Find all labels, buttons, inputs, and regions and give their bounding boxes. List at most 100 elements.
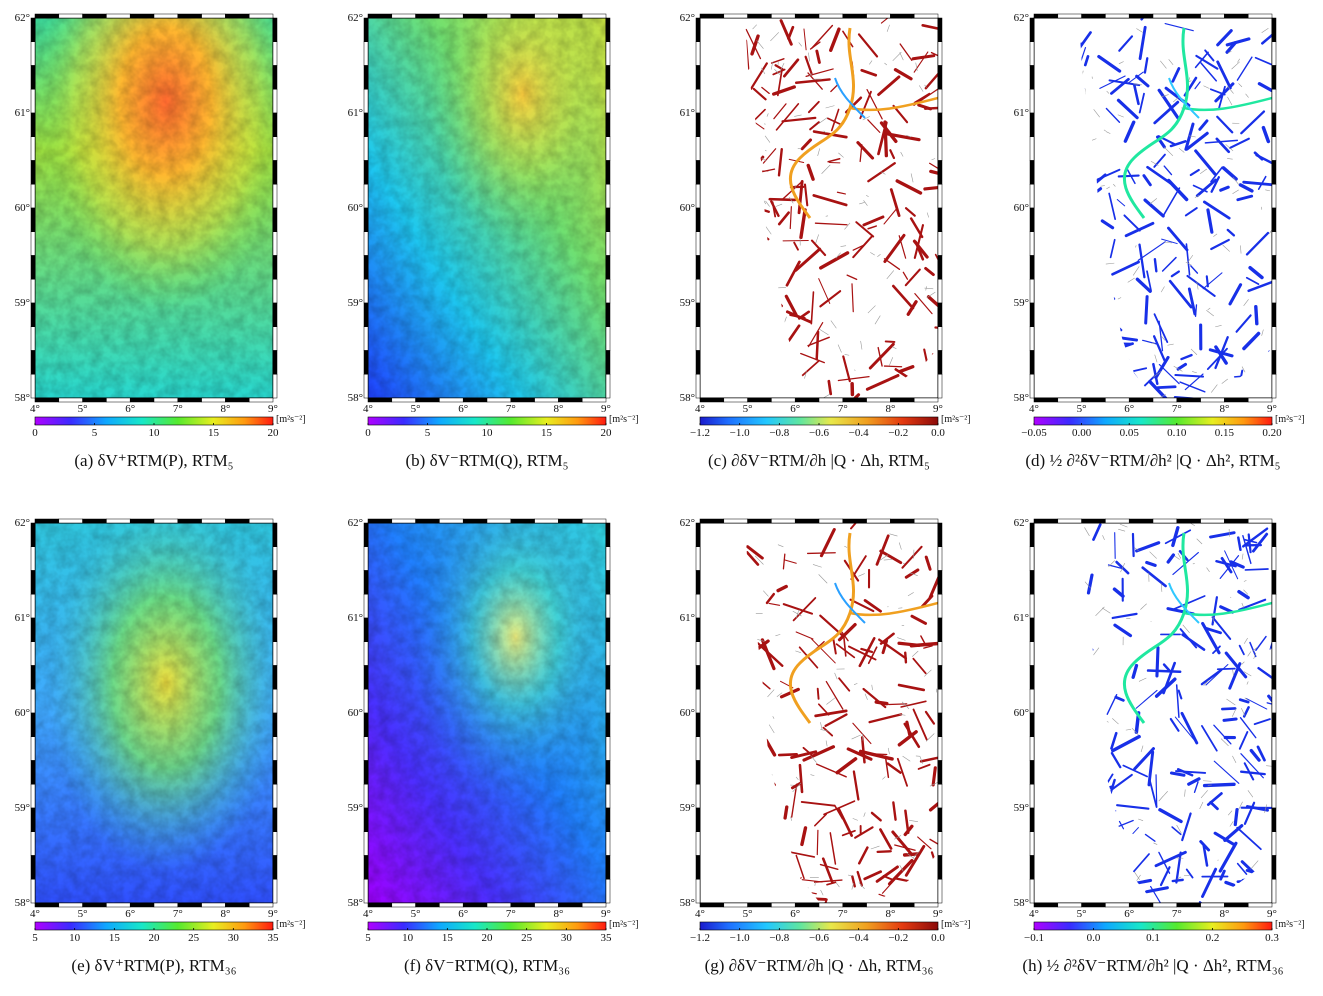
colorbar-unit: [m²s⁻²] [941, 919, 971, 930]
colorbar-tick-label: −1.0 [729, 932, 750, 944]
longitude-label: 8° [885, 908, 896, 920]
fjord-network [1079, 523, 1272, 903]
colorbar-tick-label: 25 [521, 932, 533, 944]
longitude-label: 5° [410, 403, 421, 415]
latitude-label: 61° [679, 107, 695, 119]
latitude-label: 59° [14, 297, 30, 309]
longitude-label: 9° [1267, 908, 1277, 920]
colorbar-tick-label: 5 [32, 932, 38, 944]
map-image [695, 518, 943, 908]
colorbar-tick-label: −0.2 [888, 932, 909, 944]
colorbar-tick-label: −0.6 [809, 427, 829, 439]
map-frame [363, 518, 611, 908]
map-panel-a: 62° 61° 60° 59° 58° 4° 5° 6° 7° 8° 9° 0 5 10 15 20 [m²s⁻… [15, 12, 306, 478]
latitude-label: 60° [347, 707, 363, 719]
longitude-label: 6° [790, 908, 801, 920]
longitude-label: 8° [1219, 403, 1230, 415]
longitude-label: 7° [837, 403, 848, 415]
longitude-label: 7° [1171, 908, 1182, 920]
latitude-label: 62° [1013, 12, 1029, 24]
longitude-label: 5° [77, 403, 88, 415]
colorbar-tick-label: 35 [600, 932, 612, 944]
fjord-network [745, 523, 938, 903]
panel-caption: (f) δV⁻RTM(Q), RTM₃₆ [403, 956, 571, 975]
colorbar-tick-label: −1.2 [690, 932, 710, 944]
longitude-label: 4° [1029, 908, 1039, 920]
latitude-label: 58° [347, 897, 363, 909]
longitude-label: 4° [1029, 403, 1039, 415]
colorbar-tick-label: 10 [69, 932, 81, 944]
map-image [1029, 518, 1277, 908]
colorbar-tick-label: 0 [32, 427, 38, 439]
latitude-label: 59° [1013, 802, 1029, 814]
latitude-label: 58° [14, 897, 30, 909]
longitude-label: 4° [695, 403, 705, 415]
longitude-label: 5° [410, 908, 421, 920]
longitude-label: 7° [837, 908, 848, 920]
latitude-label: 61° [679, 612, 695, 624]
colorbar [367, 921, 607, 931]
longitude-label: 6° [790, 403, 801, 415]
colorbar-tick-label: 0.0 [931, 932, 945, 944]
latitude-label: 58° [1013, 897, 1029, 909]
colorbar-tick-label: 20 [481, 932, 493, 944]
latitude-label: 58° [679, 392, 695, 404]
latitude-label: 62° [347, 12, 363, 24]
colorbar-unit: [m²s⁻²] [1275, 414, 1305, 425]
longitude-label: 4° [695, 908, 705, 920]
colorbar-unit: [m²s⁻²] [276, 414, 306, 425]
colorbar-tick-label: −1.0 [729, 427, 750, 439]
longitude-label: 4° [363, 908, 373, 920]
longitude-label: 7° [172, 908, 183, 920]
map-image [30, 13, 278, 403]
latitude-label: 58° [14, 392, 30, 404]
map-image [363, 518, 611, 908]
colorbar-unit: [m²s⁻²] [1275, 919, 1305, 930]
colorbar-tick-label: 10 [481, 427, 493, 439]
colorbar-tick-label: 10 [402, 932, 414, 944]
colorbar-tick-label: 35 [267, 932, 279, 944]
latitude-label: 61° [347, 107, 363, 119]
colorbar-tick-label: 30 [560, 932, 572, 944]
colorbar-tick-label: −0.8 [769, 932, 790, 944]
colorbar-tick-label: −0.2 [888, 427, 909, 439]
terrain-field [35, 523, 273, 903]
colorbar-tick-label: −0.4 [848, 427, 869, 439]
map-panel-e: 62° 61° 60° 59° 58° 4° 5° 6° 7° 8° 9° 5 10 15 20 25 30 35… [15, 517, 306, 983]
colorbar-tick-label: 0 [365, 427, 371, 439]
latitude-label: 62° [14, 517, 30, 529]
longitude-label: 8° [220, 908, 231, 920]
colorbar [34, 921, 274, 931]
longitude-label: 6° [1124, 908, 1135, 920]
map-image [1029, 13, 1277, 403]
colorbar-tick-label: 0.05 [1119, 427, 1139, 439]
colorbar-tick-label: 20 [267, 427, 279, 439]
colorbar-tick-label: −0.8 [769, 427, 790, 439]
colorbar [1033, 921, 1273, 931]
colorbar-tick-label: 15 [441, 932, 453, 944]
terrain-field [368, 18, 606, 398]
colorbar [367, 416, 607, 426]
panel-caption: (h) ½ ∂²δV⁻RTM/∂h² |Q · Δh², RTM₃₆ [1022, 956, 1284, 975]
colorbar [1033, 416, 1273, 426]
latitude-label: 60° [347, 202, 363, 214]
latitude-label: 60° [679, 202, 695, 214]
colorbar-tick-label: 0.20 [1262, 427, 1282, 439]
colorbar-tick-label: 0.1 [1146, 932, 1160, 944]
panel-caption: (a) δV⁺RTM(P), RTM₅ [74, 451, 234, 470]
longitude-label: 9° [1267, 403, 1277, 415]
colorbar-tick-label: −0.1 [1024, 932, 1044, 944]
panel-caption: (b) δV⁻RTM(Q), RTM₅ [405, 451, 569, 470]
latitude-label: 60° [14, 202, 30, 214]
map-panel-d: 62° 61° 60° 59° 58° 4° 5° 6° 7° 8° 9° −0.05 0.00 0.05… [1014, 12, 1305, 478]
map-frame [30, 13, 278, 403]
longitude-label: 9° [268, 908, 278, 920]
longitude-label: 9° [933, 908, 943, 920]
longitude-label: 6° [1124, 403, 1135, 415]
longitude-label: 7° [505, 403, 516, 415]
latitude-label: 61° [347, 612, 363, 624]
latitude-label: 59° [14, 802, 30, 814]
map-frame [1029, 518, 1277, 908]
fjord-network [1079, 18, 1272, 398]
latitude-label: 61° [1013, 612, 1029, 624]
